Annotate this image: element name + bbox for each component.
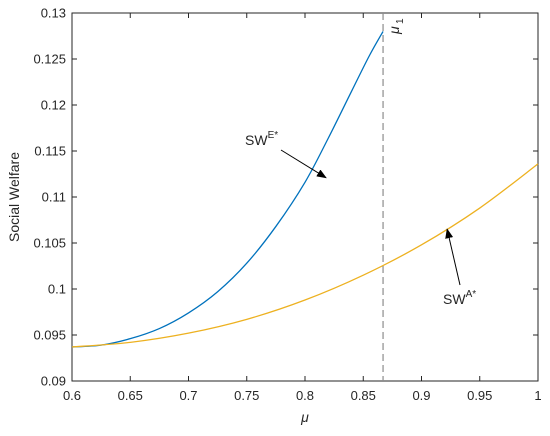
y-tick-label: 0.11 — [42, 190, 66, 205]
annotation-base: SW — [245, 132, 268, 148]
x-tick-label: 0.8 — [296, 388, 314, 403]
annotation-base: SW — [443, 291, 466, 307]
y-tick-label: 0.1 — [48, 282, 66, 297]
x-tick-label: 0.7 — [179, 388, 197, 403]
series-layer — [71, 13, 539, 381]
mu1-label: μ — [386, 26, 402, 35]
annotation-sup: E* — [268, 130, 279, 141]
x-tick-label: 1 — [534, 388, 541, 403]
y-axis-title: Social Welfare — [6, 152, 22, 242]
annotation-sup: A* — [466, 289, 477, 300]
y-tick-label: 0.105 — [33, 236, 66, 251]
y-tick-label: 0.095 — [33, 328, 66, 343]
x-tick-label: 0.95 — [467, 388, 492, 403]
x-tick-label: 0.75 — [234, 388, 259, 403]
y-tick-label: 0.12 — [41, 98, 66, 113]
annotation-swa-label: SWA* — [443, 289, 476, 307]
plot-area — [71, 12, 539, 382]
y-tick-label: 0.125 — [33, 52, 66, 67]
y-tick-label: 0.09 — [41, 374, 66, 389]
annotation-swe-label: SWE* — [245, 130, 278, 148]
annotation-swe-arrow — [280, 149, 327, 179]
x-tick-label: 0.65 — [118, 388, 143, 403]
plot-box — [71, 12, 539, 382]
series-line-swa — [71, 163, 539, 348]
annotation-swa-arrow — [445, 228, 461, 286]
x-tick-label: 0.9 — [412, 388, 430, 403]
axes-layer: 0.6 0.65 0.7 0.75 0.8 0.85 0.9 0.95 1 0.09 0.095 0.… — [6, 6, 542, 426]
y-tick-label: 0.13 — [41, 6, 66, 21]
y-tick-label: 0.115 — [34, 144, 66, 159]
x-tick-label: 0.85 — [351, 388, 376, 403]
mu1-subscript: 1 — [395, 18, 406, 24]
x-axis-title: μ — [300, 409, 309, 425]
x-tick-label: 0.6 — [63, 388, 81, 403]
series-line-swe — [71, 31, 384, 348]
